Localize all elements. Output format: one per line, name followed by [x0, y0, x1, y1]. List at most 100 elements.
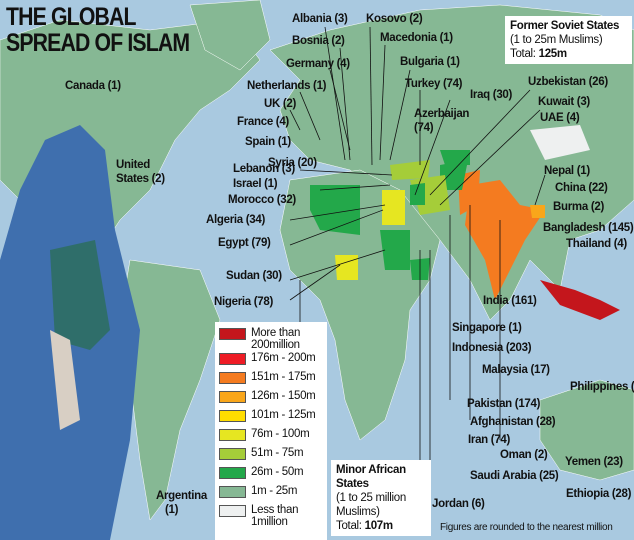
legend-item: 76m - 100m — [219, 428, 323, 446]
label-israel: Israel (1) — [233, 178, 278, 190]
leader-line — [339, 47, 351, 161]
label-nigeria: Nigeria (78) — [214, 296, 274, 308]
legend-swatch — [219, 372, 246, 384]
label-malaysia: Malaysia (17) — [482, 364, 550, 376]
legend-item: 151m - 175m — [219, 371, 323, 389]
legend-swatch — [219, 328, 246, 340]
legend-swatch — [219, 429, 246, 441]
soviet-subtitle: (1 to 25m Muslims) — [510, 34, 603, 46]
legend-item: 51m - 75m — [219, 447, 323, 465]
leader-line — [389, 69, 411, 161]
label-pakistan: Pakistan (174) — [467, 398, 541, 410]
african-sub-1: (1 to 25 million — [336, 492, 406, 504]
label-azerbaijan-1: Azerbaijan — [414, 108, 470, 120]
label-singapore: Singapore (1) — [452, 322, 522, 334]
greenland — [189, 0, 271, 71]
legend-item: Less than 1million — [219, 504, 323, 528]
african-total: 107m — [364, 520, 394, 532]
soviet-total-label: Total: — [510, 48, 536, 60]
label-india: India (161) — [483, 295, 537, 307]
legend-item: 1m - 25m — [219, 485, 323, 503]
australia — [539, 379, 634, 481]
leader-line — [289, 264, 341, 301]
label-bulgaria: Bulgaria (1) — [400, 56, 460, 68]
iraq — [410, 183, 425, 205]
label-sudan: Sudan (30) — [226, 270, 282, 282]
former-soviet-box: Former Soviet States (1 to 25m Muslims) … — [505, 16, 632, 64]
soviet-title: Former Soviet States — [510, 20, 620, 32]
legend-swatch — [219, 448, 246, 460]
soviet-total: 125m — [538, 48, 568, 60]
legend-swatch — [219, 353, 246, 365]
title-line-2: SPREAD OF ISLAM — [6, 29, 190, 57]
leader-line — [534, 174, 546, 206]
label-macedonia: Macedonia (1) — [380, 32, 453, 44]
legend-label: 26m - 50m — [251, 466, 304, 478]
label-indonesia: Indonesia (203) — [452, 342, 532, 354]
legend-label: 51m - 75m — [251, 447, 304, 459]
label-nepal: Nepal (1) — [544, 165, 590, 177]
label-uk: UK (2) — [264, 98, 297, 110]
label-egypt: Egypt (79) — [218, 237, 271, 249]
label-afghanistan: Afghanistan (28) — [470, 416, 556, 428]
label-argentina-1: Argentina — [156, 490, 207, 502]
label-saudi-arabia: Saudi Arabia (25) — [470, 470, 559, 482]
label-morocco: Morocco (32) — [228, 194, 296, 206]
legend-label: Less than 1million — [251, 504, 299, 528]
leader-line — [289, 109, 301, 131]
label-bosnia: Bosnia (2) — [292, 35, 345, 47]
woman-figure — [0, 125, 140, 540]
label-germany: Germany (4) — [286, 58, 350, 70]
leader-line — [324, 26, 346, 161]
label-burma: Burma (2) — [553, 201, 604, 213]
leader-line — [414, 99, 451, 196]
label-syria: Syria (20) — [268, 157, 317, 169]
leader-line — [289, 209, 384, 246]
legend-label: More than 200million — [251, 327, 301, 351]
african-title-1: Minor African — [336, 464, 406, 476]
label-uae: UAE (4) — [540, 112, 580, 124]
legend-item: More than 200million — [219, 327, 323, 351]
label-oman: Oman (2) — [500, 449, 548, 461]
mongolia — [530, 125, 590, 160]
leader-line — [289, 249, 386, 281]
indonesia — [540, 280, 620, 320]
label-kuwait: Kuwait (3) — [538, 96, 590, 108]
leader-line — [369, 26, 373, 166]
label-lebanon: Lebanon (3) — [233, 163, 295, 175]
label-algeria: Algeria (34) — [206, 214, 266, 226]
label-netherlands: Netherlands (1) — [247, 80, 327, 92]
label-spain: Spain (1) — [245, 136, 291, 148]
legend: More than 200million 176m - 200m 151m - 17… — [215, 322, 327, 540]
label-united-states-2: States (2) — [116, 173, 165, 185]
label-philippines: Philippines (5) — [570, 381, 634, 393]
label-jordan: Jordan (6) — [432, 498, 485, 510]
page-title: THE GLOBAL SPREAD OF ISLAM — [6, 3, 190, 57]
label-ethiopia: Ethiopia (28) — [566, 488, 632, 500]
label-albania: Albania (3) — [292, 13, 348, 25]
label-canada: Canada (1) — [65, 80, 121, 92]
legend-swatch — [219, 410, 246, 422]
afghanistan — [440, 160, 468, 190]
african-sub-2: Muslims) — [336, 506, 380, 518]
legend-swatch — [219, 505, 246, 517]
legend-item: 26m - 50m — [219, 466, 323, 484]
legend-swatch — [219, 391, 246, 403]
leader-line — [299, 169, 393, 176]
legend-item: 126m - 150m — [219, 390, 323, 408]
legend-swatch — [219, 467, 246, 479]
label-iran: Iran (74) — [468, 434, 511, 446]
algeria-morocco — [310, 185, 360, 235]
african-total-label: Total: — [336, 520, 362, 532]
label-thailand: Thailand (4) — [566, 238, 627, 250]
sudan — [380, 230, 410, 270]
leader-line — [439, 109, 541, 206]
legend-item: 176m - 200m — [219, 352, 323, 370]
egypt — [382, 190, 405, 225]
legend-label: 151m - 175m — [251, 371, 316, 383]
label-turkey: Turkey (74) — [405, 78, 463, 90]
minor-african-box: Minor African States (1 to 25 million Mu… — [331, 460, 431, 536]
title-line-1: THE GLOBAL — [6, 3, 136, 31]
label-iraq: Iraq (30) — [470, 89, 513, 101]
